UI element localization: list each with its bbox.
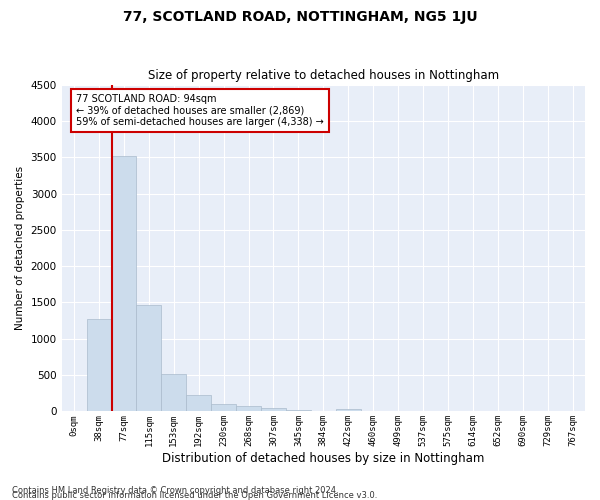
Bar [112, 156, 136, 412]
Bar [161, 374, 186, 412]
Bar [286, 410, 311, 412]
Bar [336, 409, 361, 412]
Text: 77, SCOTLAND ROAD, NOTTINGHAM, NG5 1JU: 77, SCOTLAND ROAD, NOTTINGHAM, NG5 1JU [122, 10, 478, 24]
Bar [236, 406, 261, 412]
X-axis label: Distribution of detached houses by size in Nottingham: Distribution of detached houses by size … [162, 452, 485, 465]
Bar [86, 319, 112, 412]
Bar [136, 306, 161, 412]
Text: Contains public sector information licensed under the Open Government Licence v3: Contains public sector information licen… [12, 491, 377, 500]
Bar [211, 404, 236, 411]
Title: Size of property relative to detached houses in Nottingham: Size of property relative to detached ho… [148, 69, 499, 82]
Bar [261, 408, 286, 412]
Text: Contains HM Land Registry data © Crown copyright and database right 2024.: Contains HM Land Registry data © Crown c… [12, 486, 338, 495]
Y-axis label: Number of detached properties: Number of detached properties [15, 166, 25, 330]
Bar [186, 396, 211, 411]
Text: 77 SCOTLAND ROAD: 94sqm
← 39% of detached houses are smaller (2,869)
59% of semi: 77 SCOTLAND ROAD: 94sqm ← 39% of detache… [76, 94, 324, 127]
